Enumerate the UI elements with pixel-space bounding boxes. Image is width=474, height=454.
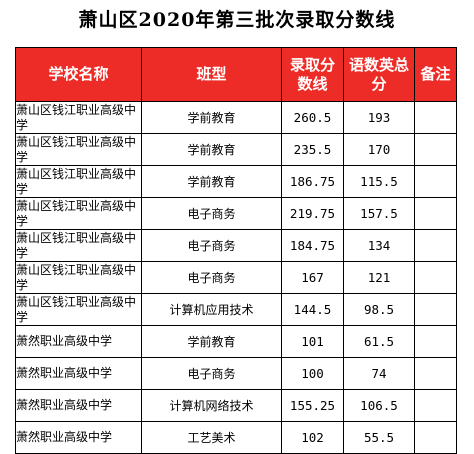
- note-cell: [414, 261, 457, 294]
- table-row: 萧然职业高级中学 学前教育 101 61.5: [15, 325, 457, 358]
- score-cell: 155.25: [281, 389, 344, 422]
- school-cell: 萧山区钱江职业高级中学: [15, 261, 142, 294]
- major-cell: 电子商务: [141, 261, 282, 294]
- score-cell: 167: [281, 261, 344, 294]
- major-cell: 学前教育: [141, 133, 282, 166]
- school-cell: 萧山区钱江职业高级中学: [15, 101, 142, 134]
- school-cell: 萧山区钱江职业高级中学: [15, 293, 142, 326]
- note-cell: [414, 133, 457, 166]
- school-cell: 萧山区钱江职业高级中学: [15, 133, 142, 166]
- major-cell: 计算机网络技术: [141, 389, 282, 422]
- header-total: 语数英总 分: [343, 47, 415, 102]
- note-cell: [414, 165, 457, 198]
- score-cell: 186.75: [281, 165, 344, 198]
- major-cell: 电子商务: [141, 357, 282, 390]
- major-cell: 电子商务: [141, 197, 282, 230]
- note-cell: [414, 101, 457, 134]
- note-cell: [414, 293, 457, 326]
- score-cell: 260.5: [281, 101, 344, 134]
- score-cell: 235.5: [281, 133, 344, 166]
- table-row: 萧山区钱江职业高级中学 电子商务 167 121: [15, 261, 457, 294]
- school-cell: 萧山区钱江职业高级中学: [15, 197, 142, 230]
- admission-score-table: 学校名称 班型 录取分 数线 语数英总 分 备注 萧山区钱江职业高级中学 学前教育…: [15, 47, 457, 454]
- total-score-cell: 170: [343, 133, 415, 166]
- header-score: 录取分 数线: [281, 47, 344, 102]
- note-cell: [414, 229, 457, 262]
- school-cell: 萧然职业高级中学: [15, 389, 142, 422]
- total-score-cell: 115.5: [343, 165, 415, 198]
- note-cell: [414, 389, 457, 422]
- table-row: 萧山区钱江职业高级中学 学前教育 186.75 115.5: [15, 165, 457, 198]
- total-score-cell: 134: [343, 229, 415, 262]
- note-cell: [414, 357, 457, 390]
- school-cell: 萧然职业高级中学: [15, 357, 142, 390]
- table-row: 萧然职业高级中学 电子商务 100 74: [15, 357, 457, 390]
- major-cell: 电子商务: [141, 229, 282, 262]
- header-school: 学校名称: [15, 47, 142, 102]
- total-score-cell: 121: [343, 261, 415, 294]
- total-score-cell: 157.5: [343, 197, 415, 230]
- school-cell: 萧山区钱江职业高级中学: [15, 229, 142, 262]
- table-row: 萧山区钱江职业高级中学 电子商务 219.75 157.5: [15, 197, 457, 230]
- score-cell: 219.75: [281, 197, 344, 230]
- note-cell: [414, 197, 457, 230]
- score-cell: 100: [281, 357, 344, 390]
- header-note: 备注: [414, 47, 457, 102]
- header-row: 学校名称 班型 录取分 数线 语数英总 分 备注: [15, 47, 457, 102]
- table-row: 萧山区钱江职业高级中学 计算机应用技术 144.5 98.5: [15, 293, 457, 326]
- total-score-cell: 98.5: [343, 293, 415, 326]
- score-cell: 101: [281, 325, 344, 358]
- table-row: 萧山区钱江职业高级中学 学前教育 235.5 170: [15, 133, 457, 166]
- table-row: 萧然职业高级中学 计算机网络技术 155.25 106.5: [15, 389, 457, 422]
- note-cell: [414, 325, 457, 358]
- total-score-cell: 61.5: [343, 325, 415, 358]
- school-cell: 萧然职业高级中学: [15, 325, 142, 358]
- total-score-cell: 74: [343, 357, 415, 390]
- major-cell: 计算机应用技术: [141, 293, 282, 326]
- major-cell: 学前教育: [141, 165, 282, 198]
- major-cell: 学前教育: [141, 325, 282, 358]
- major-cell: 学前教育: [141, 101, 282, 134]
- table-row: 萧山区钱江职业高级中学 学前教育 260.5 193: [15, 101, 457, 134]
- page-title: 萧山区2020年第三批次录取分数线: [78, 9, 396, 31]
- total-score-cell: 193: [343, 101, 415, 134]
- school-cell: 萧山区钱江职业高级中学: [15, 165, 142, 198]
- header-major: 班型: [141, 47, 282, 102]
- total-score-cell: 106.5: [343, 389, 415, 422]
- table-row: 萧山区钱江职业高级中学 电子商务 184.75 134: [15, 229, 457, 262]
- score-cell: 144.5: [281, 293, 344, 326]
- score-cell: 184.75: [281, 229, 344, 262]
